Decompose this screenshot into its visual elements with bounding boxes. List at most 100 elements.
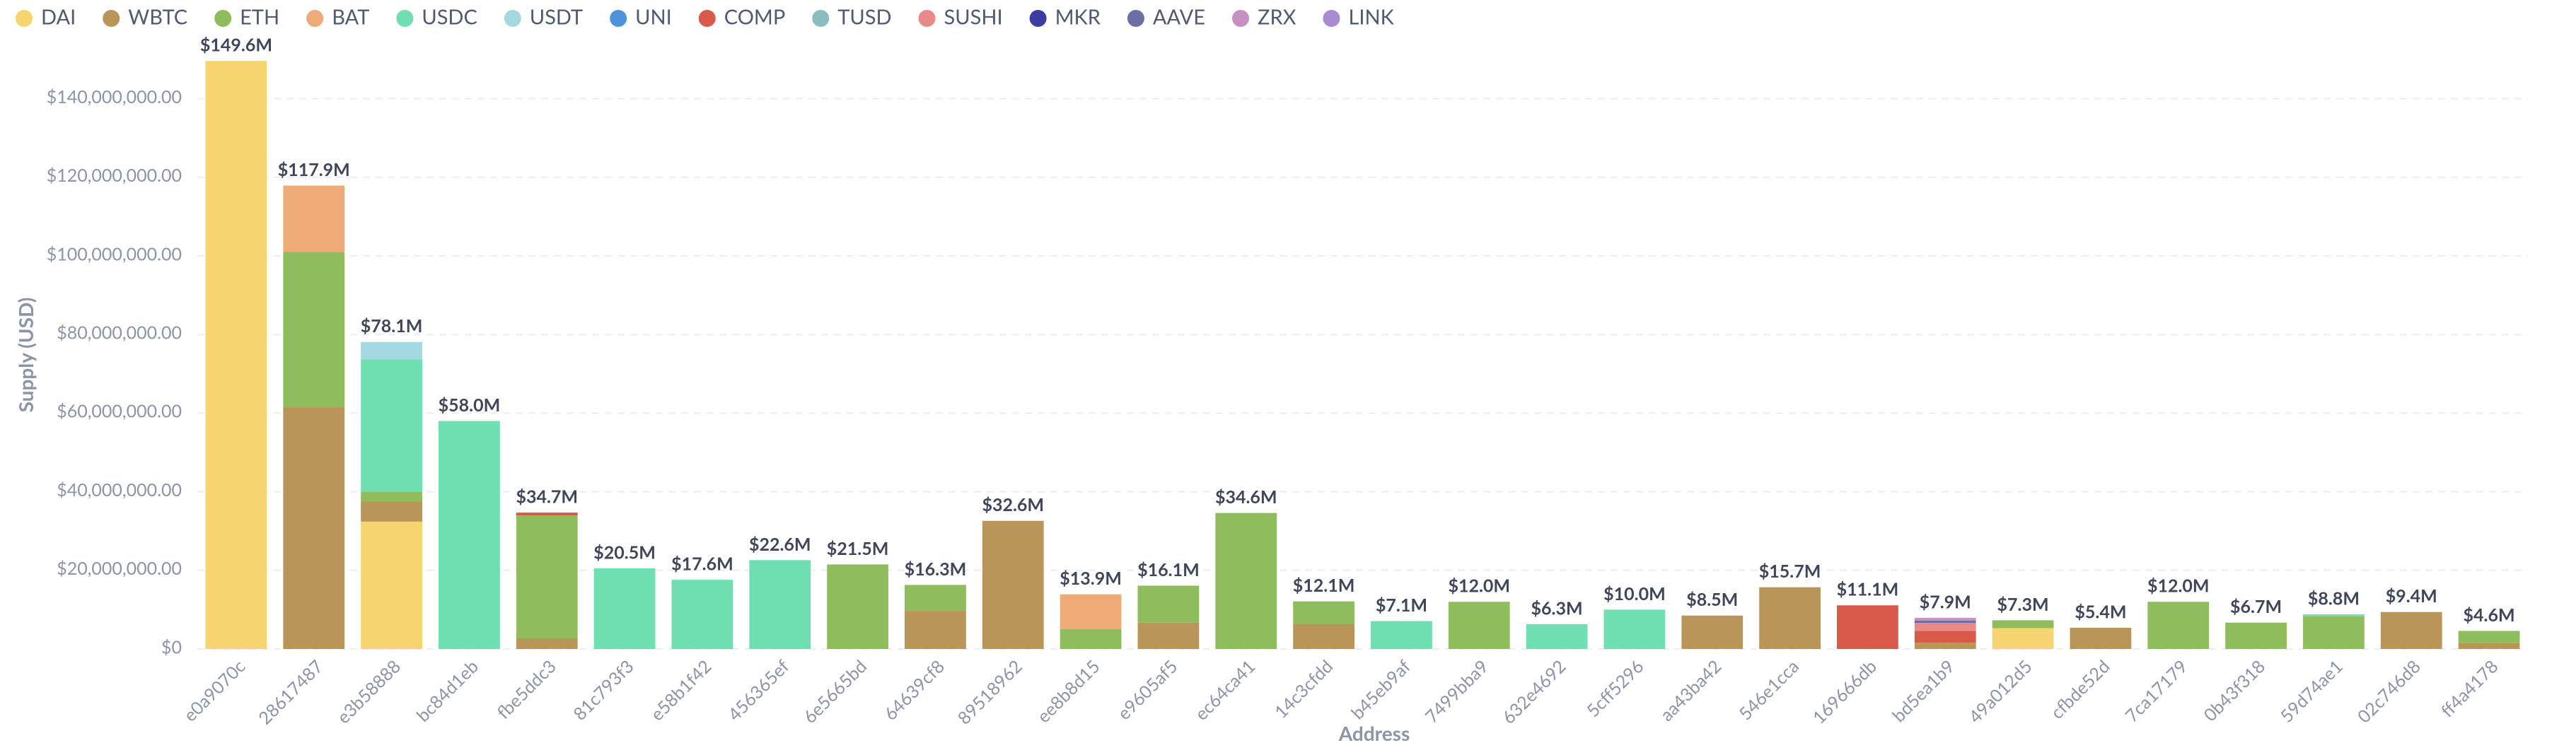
bar-segment [1060, 628, 1122, 649]
total-label: $21.5M [827, 538, 889, 559]
bar-segment [2225, 622, 2287, 649]
bar-segment [361, 491, 422, 502]
total-label: $22.6M [749, 534, 811, 555]
total-label: $149.6M [200, 35, 272, 56]
legend-marker [1323, 10, 1340, 27]
legend-marker [306, 10, 324, 27]
bar-segment [1837, 605, 1898, 649]
x-tick-label: 28617487 [254, 656, 327, 729]
x-tick-label: ec64ca41 [1190, 656, 1259, 725]
legend-marker [1127, 10, 1144, 27]
x-tick-label: 456365ef [724, 655, 793, 725]
bar-segment [1992, 620, 2054, 628]
bar-segment [1914, 623, 1976, 631]
total-label: $20.5M [593, 542, 656, 563]
bar-segment [1992, 628, 2054, 649]
bar-segment [2303, 614, 2365, 616]
y-axis-title: Supply (USD) [13, 298, 37, 413]
x-tick-label: bc84d1eb [412, 656, 482, 726]
x-tick-label: 49a012d5 [1964, 656, 2036, 727]
bar-segment [749, 560, 811, 649]
bar-segment [1526, 624, 1588, 649]
bar-segment [1060, 594, 1122, 629]
x-tick-label: 7499bba9 [1421, 656, 1492, 727]
legend-label: MKR [1055, 4, 1101, 29]
bar-segment [1137, 585, 1200, 623]
total-label: $16.1M [1137, 559, 1200, 580]
legend-marker [396, 10, 414, 27]
x-tick-label: 81c793f3 [569, 656, 637, 725]
total-label: $11.1M [1837, 579, 1899, 600]
x-tick-label: 89518962 [953, 656, 1026, 729]
legend-marker [812, 10, 830, 27]
x-tick-label: 546e1cca [1734, 656, 1803, 725]
bar-segment [516, 515, 578, 638]
legend-marker [504, 10, 521, 27]
legend-label: COMP [724, 4, 786, 29]
total-label: $10.0M [1603, 583, 1666, 604]
bar-segment [361, 359, 422, 492]
legend-label: TUSD [837, 4, 891, 29]
bar-segment [2458, 643, 2520, 649]
x-tick-label: 6e5665bd [799, 656, 871, 728]
x-tick-label: cfbde52d [2046, 656, 2113, 723]
bar-segment [671, 580, 733, 649]
total-label: $17.6M [671, 554, 733, 575]
legend-marker [1029, 10, 1047, 27]
legend-label: AAVE [1153, 4, 1205, 29]
bar-segment [905, 585, 966, 611]
legend-marker [214, 10, 232, 27]
bar-segment [1293, 624, 1354, 649]
x-tick-label: 59d74ae1 [2276, 656, 2348, 727]
x-tick-label: 0b43f318 [2199, 656, 2269, 726]
x-tick-label: 02c746d8 [2353, 656, 2425, 727]
bar-segment [283, 252, 345, 408]
total-label: $13.9M [1060, 568, 1122, 589]
bar-segment [1914, 643, 1976, 649]
total-label: $15.7M [1759, 561, 1821, 582]
x-tick-label: 169666db [1809, 656, 1881, 729]
legend-label: LINK [1348, 4, 1394, 29]
total-label: $7.9M [1920, 591, 1971, 612]
y-tick-label: $140,000,000.00 [47, 86, 182, 107]
bar-segment [2070, 627, 2132, 649]
bar-segment [593, 568, 656, 649]
x-tick-label: e58b1f42 [646, 656, 716, 725]
bar-segment [1293, 601, 1354, 624]
bar-segment [1914, 618, 1976, 621]
bar-segment [205, 61, 267, 649]
total-label: $117.9M [278, 159, 350, 180]
total-label: $4.6M [2464, 604, 2515, 626]
total-label: $12.1M [1293, 575, 1355, 596]
bar-segment [283, 407, 345, 649]
total-label: $34.7M [516, 486, 578, 507]
x-tick-label: ff4a4178 [2437, 656, 2502, 722]
bar-segment [1914, 631, 1976, 643]
legend-label: BAT [332, 4, 369, 29]
bar-segment [1914, 620, 1976, 624]
x-tick-label: bd5ea1b9 [1888, 656, 1959, 727]
legend-marker [698, 10, 716, 27]
x-tick-label: fbe5ddc3 [493, 656, 560, 723]
legend-marker [1232, 10, 1249, 27]
bar-segment [439, 421, 500, 649]
x-tick-label: 14c3cfdd [1270, 656, 1338, 723]
legend-marker [918, 10, 936, 27]
y-tick-label: $0 [161, 636, 182, 657]
total-label: $16.3M [905, 558, 967, 580]
bar-segment [2458, 631, 2520, 643]
legend-marker [103, 10, 120, 27]
y-tick-label: $40,000,000.00 [57, 479, 182, 501]
total-label: $78.1M [361, 315, 423, 336]
legend-label: UNI [635, 4, 672, 29]
total-label: $34.6M [1215, 486, 1277, 508]
bar-segment [516, 638, 578, 649]
total-label: $32.6M [982, 494, 1044, 515]
bar-segment [2303, 616, 2365, 649]
y-tick-label: $60,000,000.00 [57, 401, 182, 422]
y-tick-label: $20,000,000.00 [57, 558, 182, 579]
y-tick-label: $120,000,000.00 [47, 165, 182, 186]
bar-segment [1603, 609, 1666, 649]
legend-label: ETH [240, 4, 279, 29]
